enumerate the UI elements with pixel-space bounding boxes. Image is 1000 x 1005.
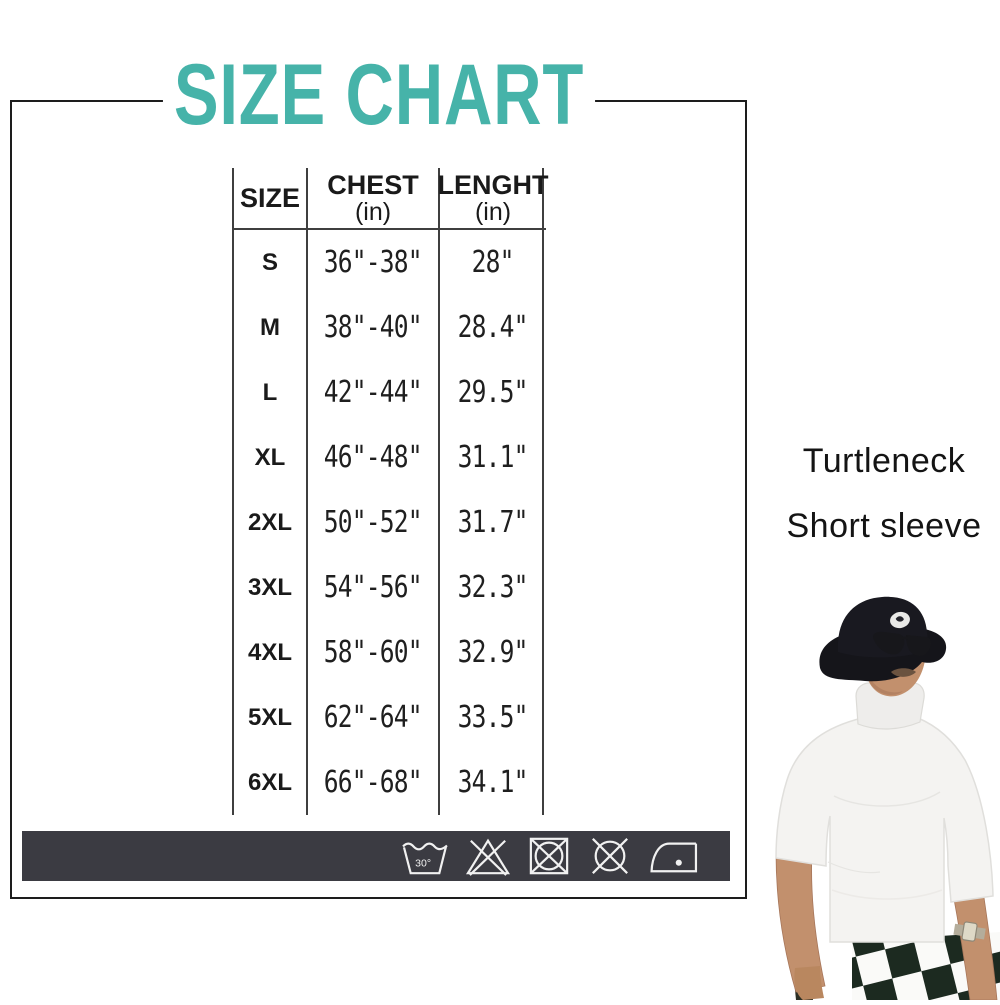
chest-value: 46"-48" [306,425,440,490]
care-icons-row: 30° [398,835,702,877]
size-label: S [261,248,278,276]
size-label: 5XL [247,703,292,731]
size-label: 6XL [247,768,292,796]
size-label: 2XL [247,508,292,536]
wash-30-icon: 30° [398,835,452,877]
chest-value: 50"-52" [306,490,440,555]
do-not-bleach-icon [463,835,513,877]
do-not-tumble-dry-icon [524,835,574,877]
product-type-line2: Short sleeve [786,507,982,545]
page-title: SIZE CHART [162,51,595,138]
do-not-dry-clean-icon [585,835,635,877]
length-value: 31.1" [458,440,529,475]
hat-logo [890,611,910,629]
col-header-unit: (in) [354,197,392,226]
col-header-chest: CHEST (in) [306,168,440,230]
size-label: 3XL [247,573,292,601]
model-left-arm [775,849,826,993]
length-value: 32.9" [458,635,529,670]
chart-frame [10,100,747,899]
model-left-hand [794,966,824,1000]
col-header-size: SIZE [234,168,306,230]
turtleneck-collar [855,682,925,730]
length-value: 29.5" [458,375,529,410]
chest-value: 62"-64" [306,685,440,750]
size-chart-table: SIZE CHEST (in) LENGHT (in) S 36"-38" 28… [232,168,549,815]
chest-value: 58"-60" [306,620,440,685]
product-type-text: Turtleneck Short sleeve [768,442,1000,572]
length-value: 28.4" [458,310,529,345]
col-header-unit: (in) [474,197,512,226]
chest-value: 42"-44" [306,360,440,425]
iron-icon [646,835,702,877]
turtleneck-shirt [775,717,994,943]
size-label: L [262,378,278,406]
col-header-label: CHEST [327,169,419,200]
length-value: 32.3" [458,570,529,605]
svg-text:30°: 30° [415,858,431,870]
length-value: 28" [472,245,515,280]
col-header-label: SIZE [239,182,300,213]
length-value: 31.7" [458,505,529,540]
col-header-length: LENGHT (in) [437,168,549,230]
size-label: 4XL [247,638,292,666]
size-label: M [260,313,280,341]
bucket-hat-crown [837,596,929,658]
sunglasses [873,631,931,656]
product-type-line1: Turtleneck [802,442,966,480]
length-value: 34.1" [458,765,529,800]
mustache [891,668,916,677]
chest-value: 36"-38" [306,230,440,295]
wristwatch [953,921,986,942]
care-instructions-bar: 30° [22,831,730,881]
model-photo [770,590,1000,1001]
chest-value: 54"-56" [306,555,440,620]
chest-value: 66"-68" [306,750,440,815]
size-label: XL [254,443,286,471]
length-value: 33.5" [458,700,529,735]
chest-value: 38"-40" [306,295,440,360]
col-header-label: LENGHT [437,169,549,200]
